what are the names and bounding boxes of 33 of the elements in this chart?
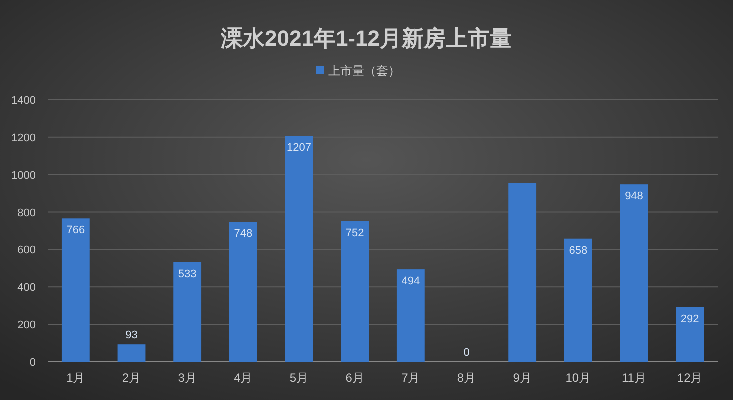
text: 533 (178, 268, 197, 280)
x-tick-label: 5月 (290, 371, 309, 385)
y-tick-label: 0 (30, 357, 36, 369)
text: 748 (234, 228, 253, 240)
text: 752 (346, 227, 364, 240)
chart-title: 溧水2021年1-12月新房上市量 (220, 26, 512, 51)
x-tick-label: 10月 (566, 371, 592, 385)
legend-label: 上市量（套） (328, 64, 400, 78)
text: 0 (464, 347, 470, 359)
text: 766 (66, 224, 86, 237)
y-tick-label: 1200 (12, 132, 36, 144)
text: 292 (680, 313, 700, 326)
y-tick-label: 200 (18, 320, 36, 332)
y-tick-label: 400 (18, 282, 36, 294)
x-tick-label: 9月 (513, 371, 532, 385)
text: 948 (625, 190, 644, 203)
x-tick-label: 11月 (622, 371, 646, 385)
x-tick-label: 6月 (346, 371, 364, 385)
y-tick-label: 1400 (12, 95, 36, 107)
x-tick-label: 7月 (402, 371, 420, 385)
text: 494 (402, 276, 420, 288)
x-tick-label: 3月 (178, 371, 197, 385)
text: 1207 (287, 142, 312, 154)
y-tick-label: 800 (18, 207, 36, 220)
y-tick-label: 600 (18, 244, 36, 257)
x-tick-label: 2月 (122, 371, 142, 385)
x-tick-label: 8月 (457, 371, 476, 385)
x-tick-label: 12月 (677, 371, 703, 385)
x-tick-label: 4月 (234, 371, 253, 385)
y-tick-label: 1000 (12, 170, 36, 182)
text: 93 (126, 330, 138, 342)
text: 658 (569, 244, 588, 257)
x-tick-label: 1月 (66, 371, 86, 385)
